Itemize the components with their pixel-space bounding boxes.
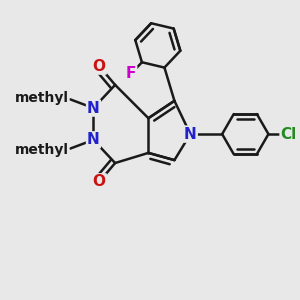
Text: O: O xyxy=(93,58,106,74)
Text: O: O xyxy=(93,174,106,189)
Text: methyl: methyl xyxy=(15,91,69,105)
Text: methyl: methyl xyxy=(15,143,69,157)
Text: N: N xyxy=(87,100,100,116)
Text: N: N xyxy=(184,127,197,142)
Text: F: F xyxy=(126,66,136,81)
Text: Cl: Cl xyxy=(280,127,297,142)
Text: N: N xyxy=(87,132,100,147)
